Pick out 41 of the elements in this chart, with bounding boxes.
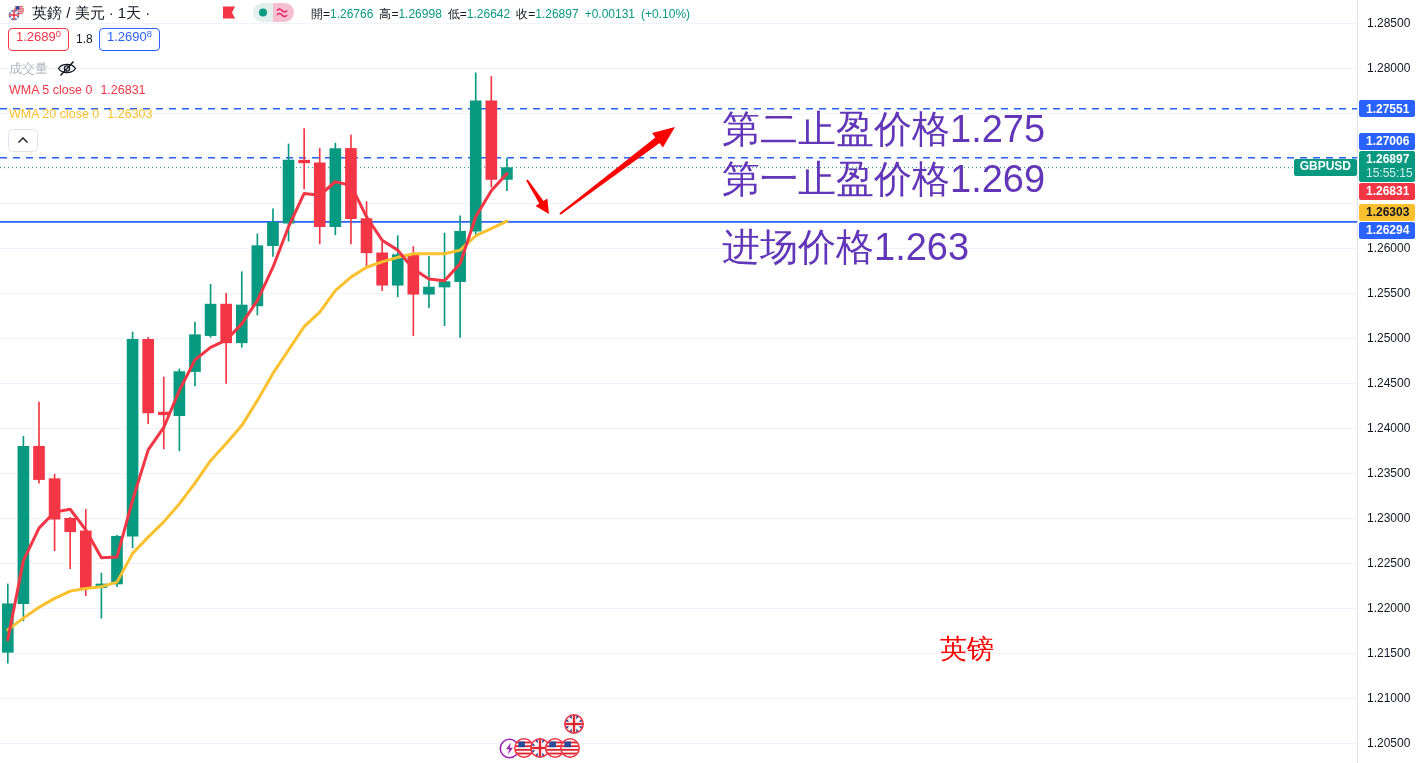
y-tick-label: 1.22500 bbox=[1367, 555, 1411, 570]
y-tick-label: 1.24500 bbox=[1367, 375, 1411, 390]
price-tag: 1.26897 15:55:15 bbox=[1359, 150, 1415, 182]
y-tick-label: 1.28500 bbox=[1367, 15, 1411, 30]
y-tick-label: 1.23500 bbox=[1367, 465, 1411, 480]
annotation: 1.8 bbox=[76, 31, 93, 48]
y-tick-label: 1.23000 bbox=[1367, 510, 1411, 525]
chart-title: 英鎊 / 美元 · 1天 · bbox=[32, 3, 151, 23]
ref-line-label: 1.27551 bbox=[1366, 101, 1410, 116]
y-tick-label: 1.24000 bbox=[1367, 420, 1411, 435]
y-tick-label: 1.20500 bbox=[1367, 735, 1411, 750]
y-tick-label: 1.25500 bbox=[1367, 285, 1411, 300]
annotation: 1.26303 bbox=[107, 107, 153, 121]
candlestick bbox=[423, 256, 435, 309]
ref-line-label: 1.26897 bbox=[1366, 152, 1410, 167]
price-tag: 1.27006 bbox=[1359, 132, 1415, 150]
price-tag: 1.26831 bbox=[1359, 182, 1415, 200]
text: WMA 5 close 0 bbox=[9, 83, 93, 97]
text: 開=1.26766 高=1.26998 低=1.26642 收=1.26897 +0.00131 (+0.10%) bbox=[311, 7, 691, 21]
y-tick-label: 1.25000 bbox=[1367, 330, 1411, 345]
annotation: GBPUSD bbox=[1293, 159, 1357, 177]
y-tick-label: 1.21000 bbox=[1367, 690, 1411, 705]
price-tag: 1.26303 bbox=[1359, 203, 1415, 221]
candlestick bbox=[298, 128, 310, 190]
annotation: 第二止盈价格1.275 bbox=[722, 107, 1046, 151]
price-tag: 1.27551 bbox=[1359, 100, 1415, 118]
annotation: 1.2690$^{8}$ bbox=[99, 28, 160, 51]
y-tick-label: 1.21500 bbox=[1367, 645, 1411, 660]
y-tick-label: 1.28000 bbox=[1367, 60, 1411, 75]
annotation: 英镑 bbox=[940, 633, 994, 665]
ref-line-label: 1.27006 bbox=[1366, 134, 1410, 149]
ref-line-label: 1.26294 bbox=[1366, 223, 1410, 238]
y-tick-label: 1.26000 bbox=[1367, 240, 1411, 255]
annotation: 1.26831 bbox=[100, 83, 146, 97]
text: WMA 20 close 0 bbox=[9, 107, 100, 121]
annotation: 成交量 bbox=[9, 60, 48, 78]
y-tick-label: 1.22000 bbox=[1367, 600, 1411, 615]
price-tag: 1.26294 bbox=[1359, 221, 1415, 239]
annotation: 进场价格1.263 bbox=[722, 225, 970, 269]
annotation: 1.2689$^{0}$ bbox=[8, 28, 69, 51]
annotation: 第一止盈价格1.269 bbox=[722, 157, 1046, 201]
